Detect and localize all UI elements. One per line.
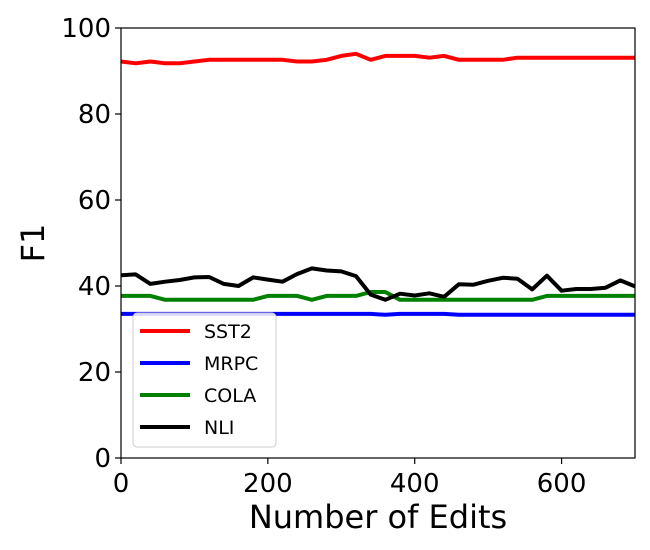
x-tick-label: 400 [390, 469, 440, 499]
x-tick-label: 600 [537, 469, 587, 499]
x-axis-label: Number of Edits [249, 498, 507, 536]
plot-frame [120, 27, 636, 459]
legend-label-cola: COLA [204, 385, 256, 407]
axis-ticks: 0 200 400 600 0 20 40 60 80 100 [61, 14, 586, 499]
legend-label-nli: NLI [204, 417, 234, 439]
x-tick-label: 0 [113, 469, 130, 499]
x-tick-label: 200 [243, 469, 293, 499]
y-tick-label: 60 [78, 186, 111, 216]
legend-label-sst2: SST2 [204, 321, 252, 343]
legend-label-mrpc: MRPC [204, 353, 258, 375]
y-tick-label: 40 [78, 272, 111, 302]
legend-box [132, 312, 277, 448]
series-lines [120, 51, 636, 317]
y-tick-label: 20 [78, 358, 111, 388]
y-tick-label: 100 [61, 14, 111, 44]
y-tick-label: 80 [78, 100, 111, 130]
y-tick-label: 0 [94, 444, 111, 474]
y-axis-label: F1 [14, 224, 52, 263]
series-line-sst2 [120, 51, 635, 66]
series-line-cola [121, 290, 635, 302]
legend: SST2 MRPC COLA NLI [132, 312, 277, 448]
series-line-nli [120, 266, 636, 302]
